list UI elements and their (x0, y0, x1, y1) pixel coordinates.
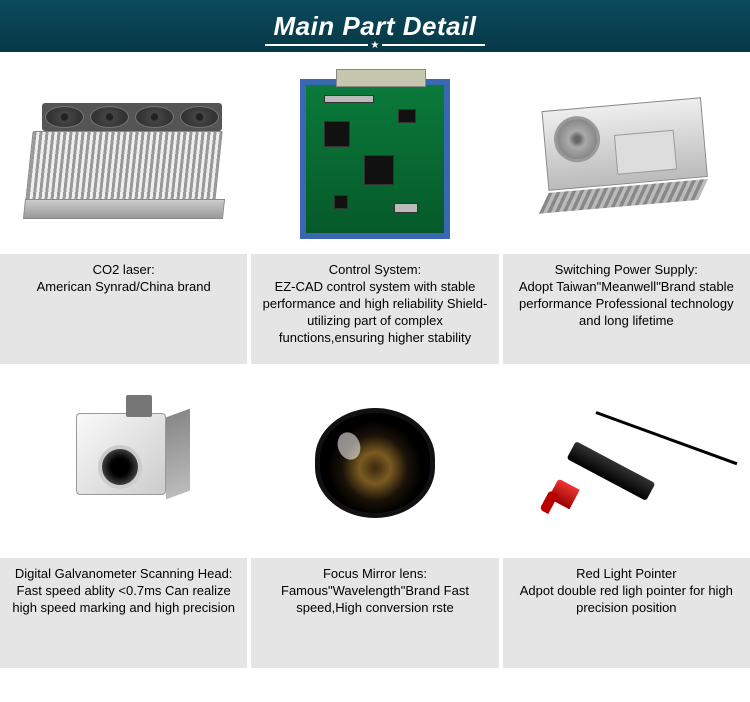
part-title: CO2 laser: (6, 262, 241, 277)
part-cell-red-pointer: Red Light Pointer Adpot double red ligh … (503, 368, 750, 668)
pcb-icon (300, 79, 450, 239)
header-underline: ★ (265, 44, 485, 46)
part-desc: American Synrad/China brand (6, 279, 241, 296)
part-title: Focus Mirror lens: (257, 566, 492, 581)
galvo-icon (64, 403, 184, 523)
part-caption: Red Light Pointer Adpot double red ligh … (503, 558, 750, 668)
part-cell-control-system: Control System: EZ-CAD control system wi… (251, 64, 498, 364)
part-image (251, 368, 498, 558)
part-image (0, 64, 247, 254)
part-desc: Famous"Wavelength"Brand Fast speed,High … (257, 583, 492, 617)
part-desc: Fast speed ablity <0.7ms Can realize hig… (6, 583, 241, 617)
psu-icon (532, 96, 721, 221)
part-cell-focus-lens: Focus Mirror lens: Famous"Wavelength"Bra… (251, 368, 498, 668)
part-image (503, 368, 750, 558)
part-caption: Focus Mirror lens: Famous"Wavelength"Bra… (251, 558, 498, 668)
part-desc: EZ-CAD control system with stable perfor… (257, 279, 492, 347)
part-desc: Adopt Taiwan"Meanwell"Brand stable perfo… (509, 279, 744, 330)
part-title: Digital Galvanometer Scanning Head: (6, 566, 241, 581)
part-desc: Adpot double red ligh pointer for high p… (509, 583, 744, 617)
co2-laser-icon (24, 99, 224, 219)
header-title: Main Part Detail (273, 11, 476, 42)
part-title: Red Light Pointer (509, 566, 744, 581)
part-cell-co2-laser: CO2 laser: American Synrad/China brand (0, 64, 247, 364)
header-banner: Main Part Detail ★ (0, 0, 750, 52)
part-title: Control System: (257, 262, 492, 277)
parts-grid: CO2 laser: American Synrad/China brand C… (0, 64, 750, 668)
part-caption: CO2 laser: American Synrad/China brand (0, 254, 247, 364)
lens-icon (310, 398, 440, 528)
part-cell-power-supply: Switching Power Supply: Adopt Taiwan"Mea… (503, 64, 750, 364)
part-image (503, 64, 750, 254)
part-image (0, 368, 247, 558)
part-image (251, 64, 498, 254)
star-icon: ★ (368, 38, 382, 52)
part-caption: Control System: EZ-CAD control system wi… (251, 254, 498, 364)
part-cell-galvanometer: Digital Galvanometer Scanning Head: Fast… (0, 368, 247, 668)
part-title: Switching Power Supply: (509, 262, 744, 277)
part-caption: Switching Power Supply: Adopt Taiwan"Mea… (503, 254, 750, 364)
part-caption: Digital Galvanometer Scanning Head: Fast… (0, 558, 247, 668)
red-pointer-icon (526, 403, 726, 523)
